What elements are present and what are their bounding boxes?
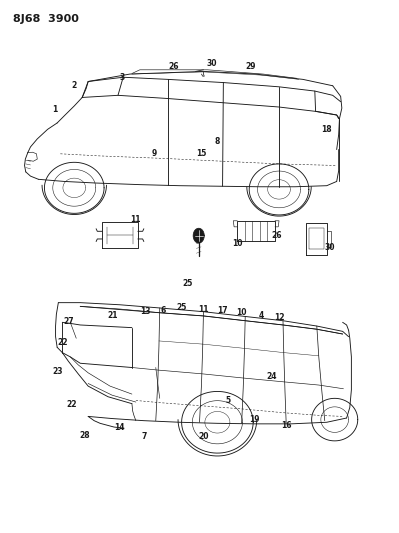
Text: 19: 19 bbox=[249, 415, 259, 424]
Text: 1: 1 bbox=[52, 105, 57, 114]
Text: 20: 20 bbox=[198, 432, 209, 441]
Text: 23: 23 bbox=[52, 367, 62, 376]
Text: 5: 5 bbox=[225, 396, 231, 405]
Text: 11: 11 bbox=[198, 304, 209, 313]
Text: 4: 4 bbox=[259, 311, 264, 320]
Text: 7: 7 bbox=[141, 432, 146, 441]
Text: 6: 6 bbox=[160, 305, 166, 314]
Text: 8J68  3900: 8J68 3900 bbox=[13, 14, 79, 24]
Text: 17: 17 bbox=[217, 305, 228, 314]
Text: 21: 21 bbox=[108, 311, 118, 320]
Text: 25: 25 bbox=[176, 303, 187, 312]
Text: 24: 24 bbox=[267, 372, 277, 381]
Text: 12: 12 bbox=[274, 312, 284, 321]
Text: 28: 28 bbox=[79, 431, 89, 440]
Text: 3: 3 bbox=[119, 73, 124, 82]
Text: 14: 14 bbox=[114, 423, 124, 432]
Text: 26: 26 bbox=[272, 231, 282, 240]
Text: 18: 18 bbox=[322, 125, 332, 134]
Text: 9: 9 bbox=[151, 149, 156, 158]
Text: 30: 30 bbox=[206, 59, 217, 68]
Text: 11: 11 bbox=[130, 215, 141, 224]
Text: 22: 22 bbox=[57, 338, 67, 347]
Text: 10: 10 bbox=[236, 308, 247, 317]
Text: 27: 27 bbox=[63, 317, 73, 326]
Text: 22: 22 bbox=[66, 400, 77, 409]
Text: 15: 15 bbox=[196, 149, 207, 158]
Text: 8: 8 bbox=[215, 137, 220, 146]
Text: 29: 29 bbox=[245, 62, 256, 71]
Text: 2: 2 bbox=[72, 81, 77, 90]
Text: 13: 13 bbox=[140, 307, 151, 316]
Text: 10: 10 bbox=[232, 239, 243, 248]
Text: 16: 16 bbox=[281, 422, 291, 431]
Text: 26: 26 bbox=[168, 62, 179, 70]
Circle shape bbox=[193, 228, 204, 243]
Text: 30: 30 bbox=[325, 244, 335, 253]
Text: 25: 25 bbox=[182, 279, 193, 288]
